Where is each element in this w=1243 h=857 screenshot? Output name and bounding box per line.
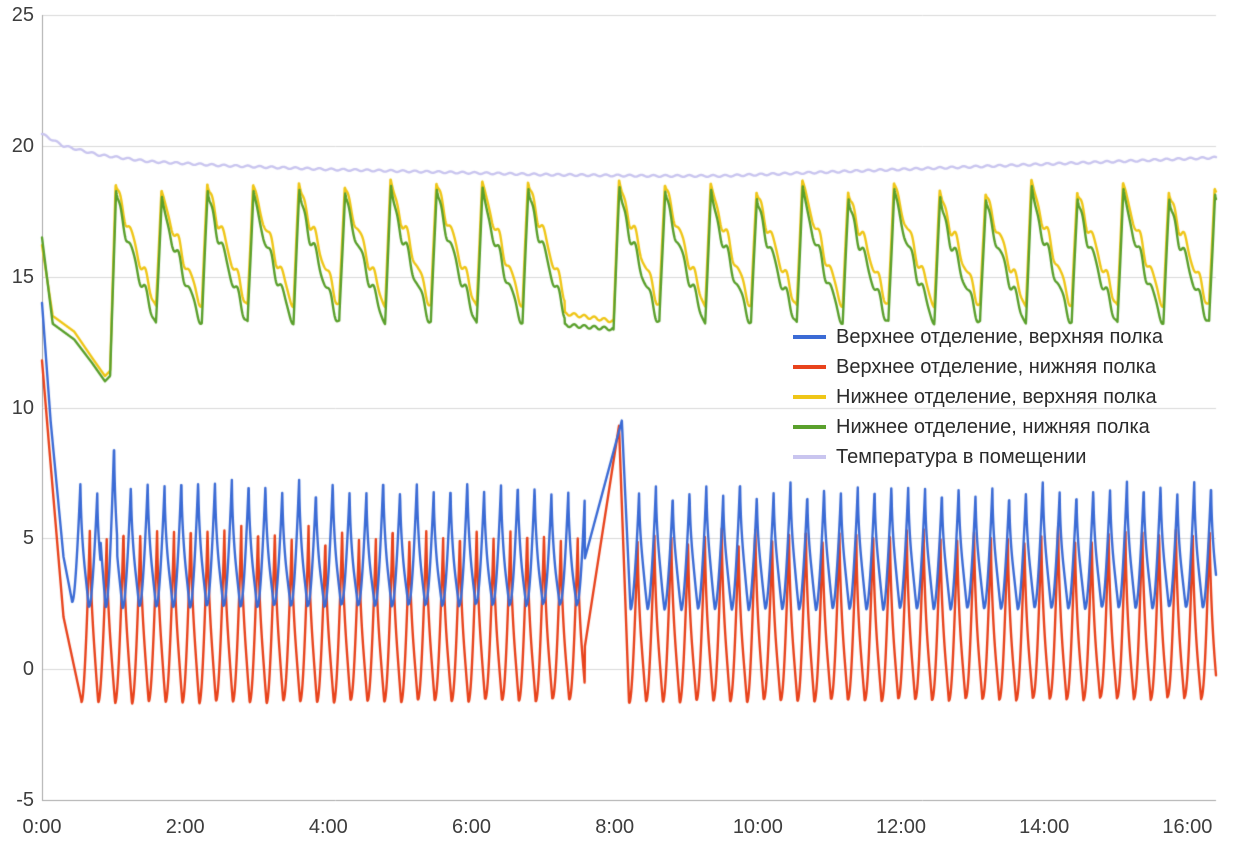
legend-line-swatch <box>793 395 826 399</box>
legend-item: Нижнее отделение, нижняя полка <box>793 412 1163 442</box>
legend-line-swatch <box>793 365 826 369</box>
legend-item: Температура в помещении <box>793 442 1163 472</box>
chart-legend: Верхнее отделение, верхняя полка Верхнее … <box>793 322 1163 472</box>
legend-line-swatch <box>793 425 826 429</box>
legend-label: Нижнее отделение, верхняя полка <box>836 385 1157 408</box>
legend-line-swatch <box>793 335 826 339</box>
legend-label: Верхнее отделение, нижняя полка <box>836 355 1157 378</box>
legend-item: Нижнее отделение, верхняя полка <box>793 382 1163 412</box>
legend-item: Верхнее отделение, верхняя полка <box>793 322 1163 352</box>
legend-label: Нижнее отделение, нижняя полка <box>836 415 1150 438</box>
legend-line-swatch <box>793 455 826 459</box>
legend-item: Верхнее отделение, нижняя полка <box>793 352 1163 382</box>
legend-label: Температура в помещении <box>836 445 1087 468</box>
legend-label: Верхнее отделение, верхняя полка <box>836 325 1163 348</box>
